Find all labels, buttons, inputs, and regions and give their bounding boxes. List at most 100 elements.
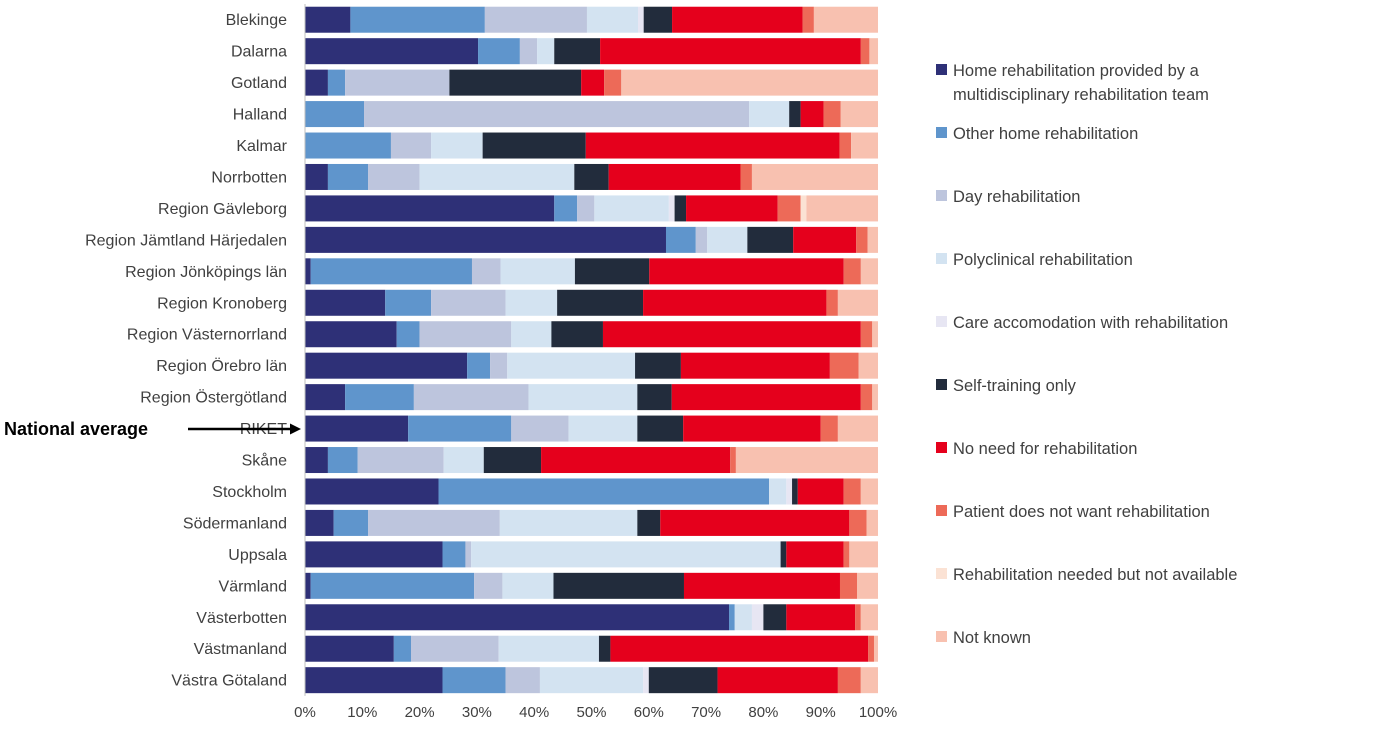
bar-segment bbox=[637, 509, 661, 536]
bar-segment bbox=[471, 258, 501, 285]
bar-segment bbox=[747, 226, 794, 253]
bar-segment bbox=[528, 384, 638, 411]
legend-swatch bbox=[936, 442, 947, 453]
bar-segment bbox=[793, 226, 857, 253]
bar-segment bbox=[419, 163, 575, 190]
bar-segment bbox=[867, 226, 878, 253]
bar-segment bbox=[843, 258, 861, 285]
bar-segment bbox=[442, 541, 466, 568]
bar-segment bbox=[857, 572, 878, 599]
category-label: Västmanland bbox=[194, 641, 287, 658]
bar-segment bbox=[310, 258, 472, 285]
bar-segment bbox=[786, 604, 856, 631]
bar-segment bbox=[683, 415, 821, 442]
category-label: Västerbotten bbox=[196, 610, 287, 627]
bar-segment bbox=[792, 478, 798, 505]
bar-segment bbox=[763, 604, 787, 631]
bar-segment bbox=[393, 635, 411, 662]
bar-segment bbox=[474, 572, 503, 599]
category-label: Kalmar bbox=[236, 138, 287, 155]
bar-segment bbox=[305, 541, 443, 568]
bar-segment bbox=[305, 447, 328, 474]
bar-segment bbox=[802, 6, 814, 33]
category-label: Region Jämtland Härjedalen bbox=[85, 232, 287, 249]
national-average-annotation: National average bbox=[4, 419, 148, 439]
bar-segment bbox=[860, 321, 873, 348]
bar-segment bbox=[786, 478, 793, 505]
category-label: Region Västernorrland bbox=[127, 327, 287, 344]
bar-segment bbox=[305, 478, 439, 505]
bar-segment bbox=[511, 321, 552, 348]
bar-segment bbox=[695, 226, 708, 253]
legend-swatch bbox=[936, 505, 947, 516]
bar-segment bbox=[368, 163, 420, 190]
bar-segment bbox=[604, 69, 622, 96]
x-tick-label: 10% bbox=[347, 704, 377, 721]
bar-segment bbox=[849, 509, 867, 536]
bar-segment bbox=[305, 635, 394, 662]
bar-segment bbox=[648, 667, 718, 694]
bar-segment bbox=[717, 667, 838, 694]
legend-swatch bbox=[936, 253, 947, 264]
bar-segment bbox=[860, 258, 878, 285]
bar-segment bbox=[500, 258, 575, 285]
bar-segment bbox=[734, 604, 752, 631]
bar-segment bbox=[498, 635, 599, 662]
x-tick-label: 30% bbox=[462, 704, 492, 721]
bar-segment bbox=[364, 101, 750, 128]
category-label: Gotland bbox=[231, 75, 287, 92]
bar-segment bbox=[837, 415, 878, 442]
bar-segment bbox=[823, 101, 841, 128]
legend-swatch bbox=[936, 127, 947, 138]
category-label: Södermanland bbox=[183, 515, 287, 532]
category-label: Uppsala bbox=[228, 547, 287, 564]
bar-segment bbox=[368, 509, 500, 536]
legend-label: Care accomodation with rehabilitation bbox=[953, 314, 1228, 332]
bar-segment bbox=[305, 352, 468, 379]
x-axis-ticks: 0% 10% 20% 30% 40% 50% 60% 70% 80% 90% 100% bbox=[294, 704, 897, 721]
bar-segment bbox=[305, 509, 334, 536]
bar-segment bbox=[637, 415, 684, 442]
legend-label: Rehabilitation needed but not available bbox=[953, 566, 1237, 584]
bar-segment bbox=[554, 38, 601, 65]
bar-segment bbox=[840, 101, 878, 128]
bar-segment bbox=[777, 195, 801, 222]
bar-segment bbox=[502, 572, 554, 599]
legend-label: Polyclinical rehabilitation bbox=[953, 251, 1133, 269]
bar-segment bbox=[602, 321, 861, 348]
legend-label: Not known bbox=[953, 629, 1031, 647]
legend-label: No need for rehabilitation bbox=[953, 440, 1137, 458]
bar-segment bbox=[672, 6, 803, 33]
bar-segment bbox=[396, 321, 420, 348]
annotation-arrow-head bbox=[290, 423, 301, 435]
bar-segment bbox=[574, 258, 650, 285]
legend-label: Self-training only bbox=[953, 377, 1077, 395]
bar-segment bbox=[431, 289, 506, 316]
bar-segment bbox=[541, 447, 731, 474]
legend-swatch bbox=[936, 379, 947, 390]
x-tick-label: 60% bbox=[634, 704, 664, 721]
bar-segment bbox=[419, 321, 512, 348]
bar-segment bbox=[305, 384, 346, 411]
bar-segment bbox=[637, 384, 672, 411]
category-label: Region Jönköpings län bbox=[125, 264, 287, 281]
annotation: National average bbox=[4, 419, 301, 439]
bar-segment bbox=[442, 667, 506, 694]
bar-segment bbox=[586, 6, 639, 33]
legend-swatch bbox=[936, 631, 947, 642]
bar-segment bbox=[668, 195, 675, 222]
category-label: Norrbotten bbox=[211, 169, 287, 186]
category-label: Skåne bbox=[242, 452, 287, 470]
bar-segment bbox=[643, 6, 673, 33]
bar-segment bbox=[357, 447, 444, 474]
bar-segment bbox=[707, 226, 748, 253]
bar-segment bbox=[345, 384, 414, 411]
bar-segment bbox=[610, 635, 869, 662]
bar-segment bbox=[408, 415, 512, 442]
bar-segment bbox=[868, 635, 874, 662]
category-label: Dalarna bbox=[231, 44, 287, 61]
bar-segment bbox=[683, 572, 840, 599]
bar-segment bbox=[769, 478, 787, 505]
bar-segment bbox=[873, 635, 878, 662]
